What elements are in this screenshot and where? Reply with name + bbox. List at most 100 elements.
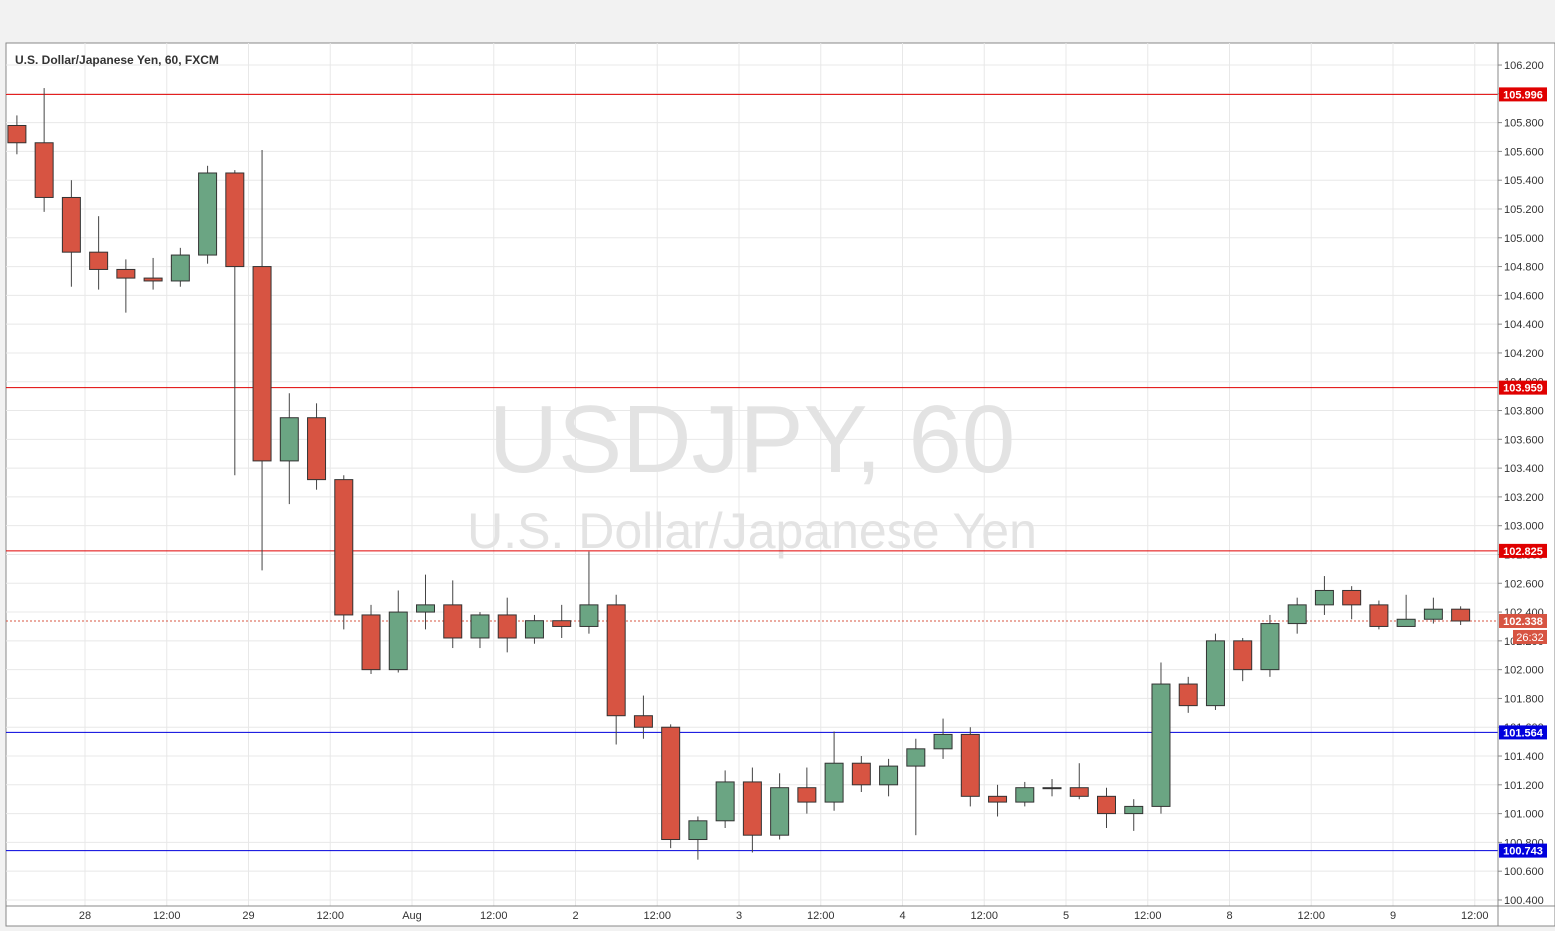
price-tag-label: 102.338 [1503, 616, 1543, 628]
price-tag-label: 101.564 [1503, 727, 1544, 739]
price-tag [1499, 543, 1547, 558]
price-tag [1499, 725, 1547, 740]
candle-body [715, 781, 735, 822]
price-tag-label: 100.743 [1503, 846, 1543, 858]
x-tick-label: 12:00 [1461, 910, 1489, 922]
x-tick-label: 12:00 [970, 910, 998, 922]
price-tag-label: 105.996 [1503, 89, 1543, 101]
candle-body [742, 781, 762, 836]
y-tick-label: 100.600 [1504, 866, 1544, 878]
candle-body [797, 787, 817, 803]
y-tick-label: 104.600 [1504, 290, 1544, 302]
candle-body [116, 268, 136, 279]
candle-body [1342, 589, 1362, 606]
x-tick-label: 5 [1063, 910, 1069, 922]
candle-body [552, 620, 572, 627]
candle-body [633, 715, 653, 728]
candle-body [225, 172, 245, 268]
x-tick-label: 3 [736, 910, 742, 922]
candle-body [89, 251, 109, 270]
candle-body [1151, 683, 1171, 807]
candle-body [606, 604, 626, 717]
candle-body [524, 620, 544, 639]
price-tag-label: 102.825 [1503, 546, 1543, 558]
chart-title: U.S. Dollar/Japanese Yen, 60, FXCM [15, 53, 219, 67]
candle-body [34, 142, 54, 198]
y-tick-label: 100.400 [1504, 895, 1544, 907]
candle-body [279, 417, 299, 462]
candle-body [1097, 795, 1116, 815]
candle-body [497, 614, 517, 639]
candle-body [661, 726, 681, 841]
price-tag [1499, 87, 1547, 102]
y-tick-label: 104.800 [1504, 262, 1544, 274]
candle-body [443, 604, 463, 639]
candle-body [252, 266, 272, 462]
y-tick-label: 103.000 [1504, 521, 1544, 533]
candle-body [1451, 608, 1471, 622]
x-tick-label: 28 [79, 910, 91, 922]
countdown: 26:32 [1516, 632, 1544, 644]
candle-body [170, 254, 190, 282]
candle-body [416, 604, 435, 613]
y-tick-label: 105.800 [1504, 118, 1544, 130]
candle-body [824, 762, 844, 803]
candle-body [7, 124, 27, 144]
countdown-box [1513, 629, 1547, 644]
x-tick-label: 12:00 [316, 910, 344, 922]
y-tick-label: 106.200 [1504, 60, 1544, 72]
y-tick-label: 102.600 [1504, 578, 1544, 590]
y-tick-label: 105.000 [1504, 233, 1544, 245]
candle-body [770, 787, 790, 836]
candle-body [1178, 683, 1198, 707]
x-tick-label: 12:00 [807, 910, 835, 922]
price-tag-label: 103.959 [1503, 383, 1543, 395]
candle-body [1287, 604, 1307, 625]
y-tick-label: 105.400 [1504, 175, 1544, 187]
candle-body [1396, 618, 1416, 627]
candle-body [61, 196, 81, 253]
y-tick-label: 101.000 [1504, 809, 1544, 821]
y-tick-label: 103.800 [1504, 406, 1544, 418]
candle-body [1069, 787, 1089, 797]
candle-body [361, 614, 381, 671]
candle-body [1205, 640, 1225, 707]
x-tick-label: 12:00 [480, 910, 508, 922]
y-tick-label: 105.200 [1504, 204, 1544, 216]
y-tick-label: 104.400 [1504, 319, 1544, 331]
watermark-name: U.S. Dollar/Japanese Yen [467, 503, 1037, 559]
candle-body [1042, 787, 1062, 790]
y-tick-label: 103.200 [1504, 492, 1544, 504]
candle-body [1124, 805, 1144, 815]
x-tick-label: Aug [402, 910, 422, 922]
candle-body [334, 479, 354, 616]
x-tick-label: 12:00 [153, 910, 181, 922]
candle-body [988, 795, 1008, 803]
candle-body [1369, 604, 1389, 627]
candle-body [388, 611, 408, 671]
price-tag [1499, 843, 1547, 858]
candle-body [143, 277, 163, 282]
x-tick-label: 12:00 [643, 910, 671, 922]
y-tick-label: 103.600 [1504, 434, 1544, 446]
y-tick-label: 105.600 [1504, 146, 1544, 158]
y-tick-label: 101.200 [1504, 780, 1544, 792]
x-tick-label: 12:00 [1134, 910, 1162, 922]
y-tick-label: 101.800 [1504, 693, 1544, 705]
x-tick-label: 9 [1390, 910, 1396, 922]
x-tick-label: 8 [1226, 910, 1232, 922]
candle-body [307, 417, 327, 481]
candle-body [1233, 640, 1253, 671]
candle-body [198, 172, 218, 256]
x-tick-label: 29 [242, 910, 254, 922]
candle-body [579, 604, 599, 627]
candle-body [851, 762, 871, 786]
price-tag [1499, 613, 1547, 628]
x-tick-label: 2 [572, 910, 578, 922]
chart-frame [5, 42, 1555, 927]
candle-body [960, 733, 980, 797]
grid [6, 43, 1498, 906]
x-tick-label: 12:00 [1297, 910, 1325, 922]
